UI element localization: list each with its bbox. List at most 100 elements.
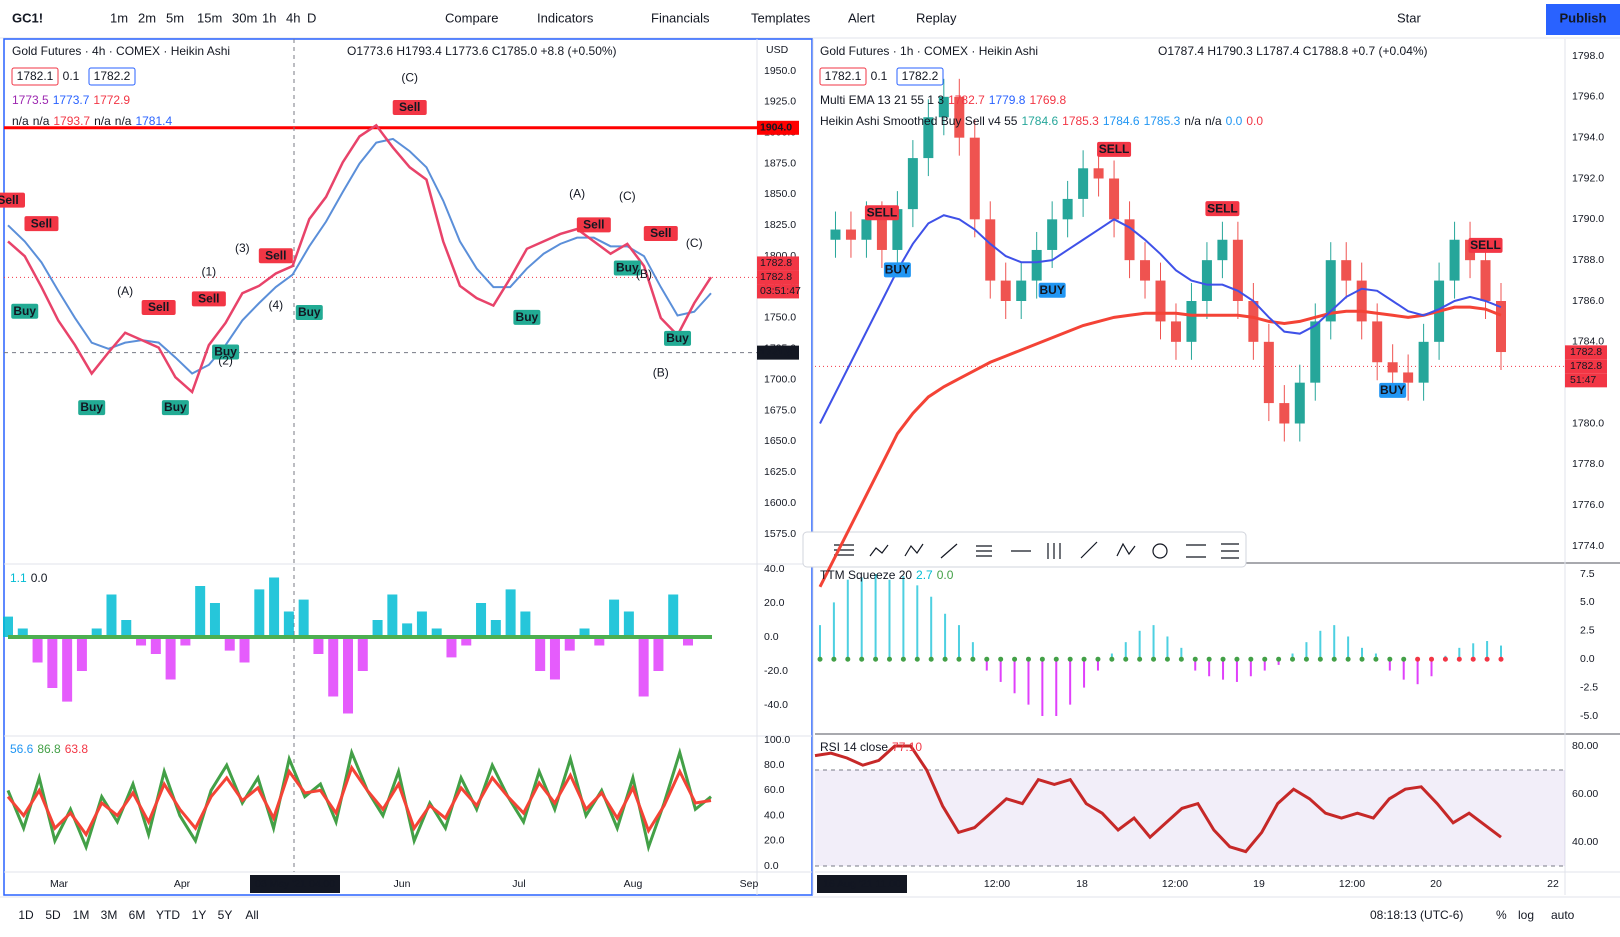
interval[interactable]: 1h [262,10,276,25]
y-tick-label: 1786.0 [1572,295,1604,307]
osc-bar [47,637,58,688]
range-button[interactable]: 1Y [192,908,207,922]
legend-value: 0.0 [937,568,954,582]
y-tick-label: 1788.0 [1572,254,1604,266]
range-button[interactable]: 5Y [218,908,233,922]
squeeze-dot [1039,656,1045,662]
squeeze-dot [1262,656,1268,662]
range-button[interactable]: 1D [18,908,34,922]
squeeze-dot [1220,656,1226,662]
signal-label: SELL [1470,238,1501,252]
squeeze-dot [1442,656,1448,662]
icon[interactable] [1186,544,1206,558]
legend-value: 0.0 [1226,114,1243,128]
squeeze-dot [1387,656,1393,662]
candle [1403,372,1414,383]
x-tick-label: 19 [1253,878,1265,890]
icon[interactable] [1152,543,1168,559]
osc-bar [638,637,649,697]
currency: USD [766,44,789,56]
ask-box [88,67,136,86]
squeeze-dot [1373,656,1379,662]
interval[interactable]: D [307,10,316,25]
wave-label: (C) [686,236,703,250]
range-button[interactable]: 5D [45,908,61,922]
indicators-button[interactable]: Indicators [537,10,594,25]
legend-value: 1.1 [10,571,27,585]
legend-value: 56.6 [10,742,34,756]
wave-label: (A) [117,284,133,298]
icon[interactable] [1221,543,1239,559]
range-button[interactable]: All [245,908,258,922]
squeeze-dot [1401,656,1407,662]
icon[interactable] [869,544,889,557]
interval[interactable]: 5m [166,10,184,25]
range-button[interactable]: 3M [101,908,118,922]
osc-bar [343,637,353,714]
signal-label: Sell [265,248,286,262]
icon[interactable] [1047,543,1061,559]
candle [1124,219,1135,261]
squeeze-dot [1192,656,1198,662]
replay-button[interactable]: Replay [916,10,957,25]
interval[interactable]: 15m [197,10,222,25]
candle [1279,403,1290,424]
osc-bar [579,628,590,637]
legend-value: 1769.8 [1029,93,1066,107]
legend-value: TTM Squeeze 20 [820,568,912,582]
osc-bar [402,623,413,637]
financials-button[interactable]: Financials [651,10,710,25]
squeeze-dot [1178,656,1184,662]
signal-box [664,330,692,346]
icon[interactable] [1116,542,1136,557]
y-tick-label: 60.00 [1572,788,1598,800]
interval[interactable]: 1m [110,10,128,25]
icon[interactable] [976,545,992,557]
y-tick-label: 1875.0 [764,157,796,169]
squeeze-dot [873,656,879,662]
x-tick-label: 20 [1430,878,1442,890]
separators [0,39,1620,898]
interval[interactable]: 2m [138,10,156,25]
log-toggle[interactable]: log [1518,908,1534,922]
squeeze-dot [1123,656,1129,662]
percent-toggle[interactable]: % [1496,908,1507,922]
squeeze-dot [1067,656,1073,662]
signal-label: Sell [0,193,19,207]
y-tick-label: 1790.0 [1572,213,1604,225]
compare-button[interactable]: Compare [445,10,498,25]
ha-legend: Heikin Ashi Smoothed Buy Sell v4 55 1784.… [820,114,1263,128]
squeeze-dot [1276,656,1282,662]
auto-toggle[interactable]: auto [1551,908,1575,922]
ttm-bar [999,659,1002,682]
range-button[interactable]: 1M [73,908,90,922]
candle [1031,249,1042,281]
signal-box [161,400,189,416]
icon[interactable] [940,543,958,559]
ema55-line [818,305,1502,588]
publish-button[interactable] [1546,4,1620,35]
y-tick-label: 1750.0 [764,312,796,324]
signal-label: SELL [1207,201,1238,215]
osc-bar [623,611,634,637]
star-button[interactable]: Star [1397,10,1422,25]
interval[interactable]: 30m [232,10,257,25]
wave-label: (C) [401,71,418,85]
publish-label[interactable]: Publish [1560,10,1607,25]
signal-box [883,262,911,278]
candle [830,229,841,240]
range-button[interactable]: 6M [129,908,146,922]
interval[interactable]: 4h [286,10,300,25]
icon[interactable] [1080,541,1098,559]
signal-box [258,248,293,264]
rsi-line [814,744,1502,854]
squeeze-dot [1317,656,1323,662]
ttm-bar [1291,653,1294,660]
squeeze-dot [817,656,823,662]
icon[interactable] [904,543,924,557]
templates-button[interactable]: Templates [751,10,811,25]
range-button[interactable]: YTD [156,908,180,922]
ttm-bar [1249,659,1252,677]
alert-button[interactable]: Alert [848,10,875,25]
symbol[interactable]: GC1! [12,10,43,25]
